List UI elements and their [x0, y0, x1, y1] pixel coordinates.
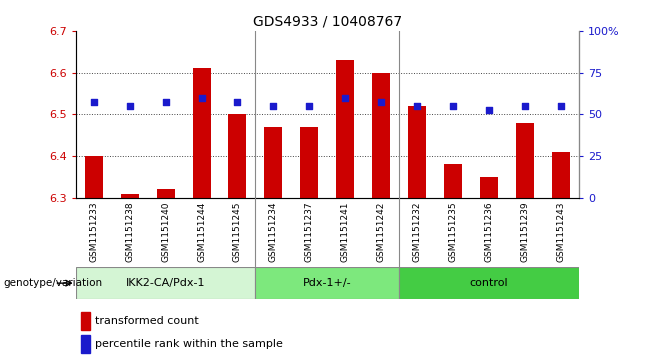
- Point: [161, 99, 171, 105]
- Point: [412, 103, 422, 109]
- Text: GSM1151244: GSM1151244: [197, 201, 206, 262]
- Point: [340, 95, 351, 101]
- Text: GSM1151237: GSM1151237: [305, 201, 314, 262]
- FancyBboxPatch shape: [399, 268, 579, 299]
- Point: [124, 103, 135, 109]
- Bar: [85, 156, 103, 198]
- Bar: [301, 127, 318, 198]
- Bar: [81, 312, 89, 330]
- Point: [520, 103, 530, 109]
- Point: [304, 103, 315, 109]
- Bar: [120, 194, 139, 198]
- Bar: [480, 177, 498, 198]
- Bar: [408, 106, 426, 198]
- Text: GSM1151245: GSM1151245: [233, 201, 242, 262]
- Point: [484, 107, 494, 113]
- Text: Pdx-1+/-: Pdx-1+/-: [303, 278, 351, 288]
- Bar: [265, 127, 282, 198]
- Text: GSM1151234: GSM1151234: [269, 201, 278, 262]
- Point: [268, 103, 279, 109]
- Bar: [228, 114, 247, 198]
- Title: GDS4933 / 10408767: GDS4933 / 10408767: [253, 14, 402, 28]
- Text: percentile rank within the sample: percentile rank within the sample: [95, 339, 283, 350]
- Text: GSM1151235: GSM1151235: [449, 201, 458, 262]
- Text: GSM1151243: GSM1151243: [557, 201, 566, 262]
- Text: GSM1151241: GSM1151241: [341, 201, 350, 262]
- Text: control: control: [470, 278, 509, 288]
- Text: IKK2-CA/Pdx-1: IKK2-CA/Pdx-1: [126, 278, 205, 288]
- Point: [88, 99, 99, 105]
- Text: GSM1151233: GSM1151233: [89, 201, 98, 262]
- Text: GSM1151240: GSM1151240: [161, 201, 170, 262]
- Text: GSM1151236: GSM1151236: [485, 201, 494, 262]
- Point: [448, 103, 459, 109]
- FancyBboxPatch shape: [255, 268, 399, 299]
- Text: GSM1151238: GSM1151238: [125, 201, 134, 262]
- Point: [376, 99, 386, 105]
- Bar: [193, 68, 211, 198]
- FancyBboxPatch shape: [76, 268, 255, 299]
- Text: GSM1151239: GSM1151239: [520, 201, 530, 262]
- Bar: [372, 73, 390, 198]
- Text: GSM1151232: GSM1151232: [413, 201, 422, 262]
- Point: [232, 99, 243, 105]
- Bar: [516, 123, 534, 198]
- Text: transformed count: transformed count: [95, 316, 199, 326]
- Point: [196, 95, 207, 101]
- Bar: [157, 189, 174, 198]
- Bar: [336, 60, 354, 198]
- Text: GSM1151242: GSM1151242: [377, 201, 386, 262]
- Bar: [552, 152, 570, 198]
- Bar: [444, 164, 462, 198]
- Text: genotype/variation: genotype/variation: [3, 278, 103, 288]
- Point: [556, 103, 567, 109]
- Bar: [81, 335, 89, 354]
